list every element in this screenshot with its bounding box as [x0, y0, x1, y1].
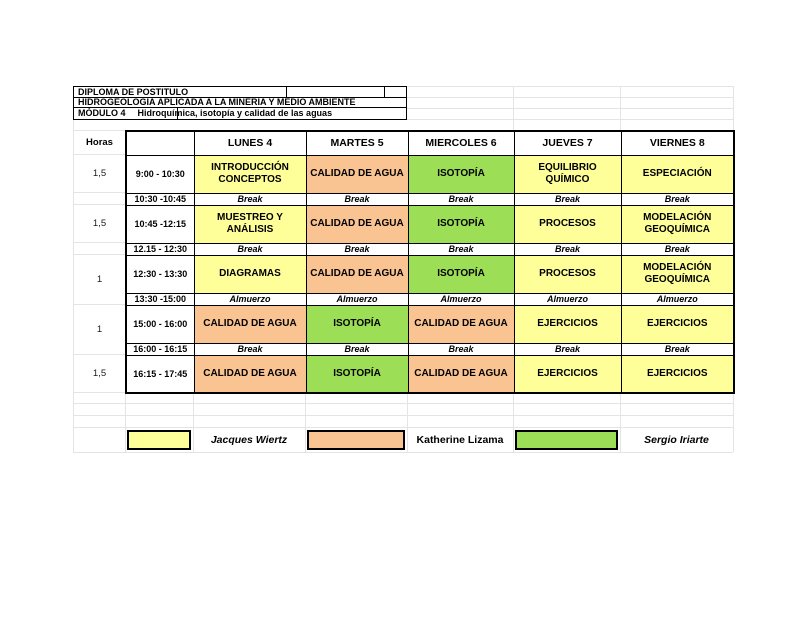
title-row-1: DIPLOMA DE POSTITULO — [74, 87, 406, 98]
legend-swatch-orange — [307, 430, 405, 450]
day-header-row: LUNES 4 MARTES 5 MIERCOLES 6 JUEVES 7 VI… — [125, 130, 735, 156]
lesson-cell: CALIDAD DE AGUA — [193, 354, 307, 394]
module-label: MÓDULO 4 — [78, 108, 126, 119]
break-cell: Break — [513, 192, 622, 206]
lesson-cell: ISOTOPÍA — [305, 304, 409, 344]
legend-name: Jacques Wiertz — [210, 434, 288, 446]
lesson-cell: CALIDAD DE AGUA — [305, 204, 409, 244]
schedule-row: 9:00 - 10:30 INTRODUCCIÓN CONCEPTOS CALI… — [125, 154, 735, 194]
lunch-cell: Almuerzo — [620, 292, 735, 306]
time-cell: 10:30 -10:45 — [125, 192, 195, 206]
break-cell: Break — [407, 342, 515, 356]
cell-divider — [177, 108, 178, 119]
lesson-cell: ESPECIACIÓN — [620, 154, 735, 194]
lesson-cell: MODELACIÓN GEOQUÍMICA — [620, 254, 735, 294]
hours-value: 1 — [73, 255, 125, 305]
lesson-cell: EQUILIBRIO QUÍMICO — [513, 154, 622, 194]
day-header: LUNES 4 — [193, 130, 307, 156]
break-cell: Break — [407, 192, 515, 206]
hours-value: 1,5 — [73, 205, 125, 243]
lesson-cell: EJERCICIOS — [513, 304, 622, 344]
title-row-3: MÓDULO 4 Hidroquímica, isotopía y calida… — [74, 108, 406, 119]
lesson-cell: CALIDAD DE AGUA — [193, 304, 307, 344]
day-header-blank — [125, 130, 195, 156]
lunch-cell: Almuerzo — [305, 292, 409, 306]
hours-value: 1,5 — [73, 355, 125, 393]
break-row: 10:30 -10:45 Break Break Break Break Bre… — [125, 192, 735, 206]
lesson-cell: CALIDAD DE AGUA — [407, 354, 515, 394]
schedule-row: 15:00 - 16:00 CALIDAD DE AGUA ISOTOPÍA C… — [125, 304, 735, 344]
break-cell: Break — [305, 192, 409, 206]
lesson-cell: EJERCICIOS — [620, 304, 735, 344]
program-title: HIDROGEOLOGIA APLICADA A LA MINERIA Y ME… — [78, 97, 356, 108]
time-cell: 13:30 -15:00 — [125, 292, 195, 306]
lunch-cell: Almuerzo — [513, 292, 622, 306]
lesson-cell: DIAGRAMAS — [193, 254, 307, 294]
break-cell: Break — [620, 192, 735, 206]
cell-divider — [286, 87, 287, 97]
lesson-cell: ISOTOPÍA — [407, 204, 515, 244]
cell-divider — [384, 87, 385, 97]
hours-column: Horas 1,5 1,5 1 1 1,5 — [73, 130, 125, 393]
schedule-row: 16:15 - 17:45 CALIDAD DE AGUA ISOTOPÍA C… — [125, 354, 735, 394]
break-row: 16:00 - 16:15 Break Break Break Break Br… — [125, 342, 735, 356]
day-header: VIERNES 8 — [620, 130, 735, 156]
lesson-cell: MUESTREO Y ANÁLISIS — [193, 204, 307, 244]
schedule-table: LUNES 4 MARTES 5 MIERCOLES 6 JUEVES 7 VI… — [125, 130, 735, 394]
title-row-2: HIDROGEOLOGIA APLICADA A LA MINERIA Y ME… — [74, 97, 406, 109]
time-cell: 9:00 - 10:30 — [125, 154, 195, 194]
title-block: DIPLOMA DE POSTITULO HIDROGEOLOGIA APLIC… — [73, 86, 407, 120]
break-cell: Break — [620, 342, 735, 356]
hours-value: 1,5 — [73, 155, 125, 193]
break-cell: Break — [513, 242, 622, 256]
break-cell: Break — [620, 242, 735, 256]
break-row: 12.15 - 12:30 Break Break Break Break Br… — [125, 242, 735, 256]
time-cell: 12:30 - 13:30 — [125, 254, 195, 294]
legend-swatch-yellow — [127, 430, 191, 450]
hours-header: Horas — [73, 131, 125, 155]
day-header: MIERCOLES 6 — [407, 130, 515, 156]
lesson-cell: INTRODUCCIÓN CONCEPTOS — [193, 154, 307, 194]
schedule-row: 12:30 - 13:30 DIAGRAMAS CALIDAD DE AGUA … — [125, 254, 735, 294]
time-cell: 15:00 - 16:00 — [125, 304, 195, 344]
legend-swatch-green — [515, 430, 618, 450]
lesson-cell: ISOTOPÍA — [407, 254, 515, 294]
diploma-title: DIPLOMA DE POSTITULO — [78, 86, 189, 97]
schedule-row: 10:45 -12:15 MUESTREO Y ANÁLISIS CALIDAD… — [125, 204, 735, 244]
time-cell: 12.15 - 12:30 — [125, 242, 195, 256]
lesson-cell: CALIDAD DE AGUA — [407, 304, 515, 344]
hours-value: 1 — [73, 305, 125, 355]
time-cell: 16:00 - 16:15 — [125, 342, 195, 356]
time-cell: 16:15 - 17:45 — [125, 354, 195, 394]
module-subtitle: Hidroquímica, isotopía y calidad de las … — [137, 108, 333, 119]
legend-name: Katherine Lizama — [416, 434, 504, 446]
break-cell: Break — [193, 192, 307, 206]
break-cell: Break — [305, 242, 409, 256]
lesson-cell: EJERCICIOS — [620, 354, 735, 394]
hours-empty — [73, 243, 125, 255]
break-cell: Break — [513, 342, 622, 356]
lunch-cell: Almuerzo — [193, 292, 307, 306]
time-cell: 10:45 -12:15 — [125, 204, 195, 244]
lunch-cell: Almuerzo — [407, 292, 515, 306]
day-header: JUEVES 7 — [513, 130, 622, 156]
break-cell: Break — [407, 242, 515, 256]
lesson-cell: PROCESOS — [513, 204, 622, 244]
lesson-cell: MODELACIÓN GEOQUÍMICA — [620, 204, 735, 244]
lesson-cell: ISOTOPÍA — [407, 154, 515, 194]
break-cell: Break — [193, 242, 307, 256]
lesson-cell: CALIDAD DE AGUA — [305, 154, 409, 194]
break-cell: Break — [305, 342, 409, 356]
lesson-cell: EJERCICIOS — [513, 354, 622, 394]
lesson-cell: PROCESOS — [513, 254, 622, 294]
day-header: MARTES 5 — [305, 130, 409, 156]
hours-empty — [73, 193, 125, 205]
break-cell: Break — [193, 342, 307, 356]
legend-name: Sergio Iriarte — [644, 434, 709, 446]
lunch-row: 13:30 -15:00 Almuerzo Almuerzo Almuerzo … — [125, 292, 735, 306]
lesson-cell: ISOTOPÍA — [305, 354, 409, 394]
lesson-cell: CALIDAD DE AGUA — [305, 254, 409, 294]
